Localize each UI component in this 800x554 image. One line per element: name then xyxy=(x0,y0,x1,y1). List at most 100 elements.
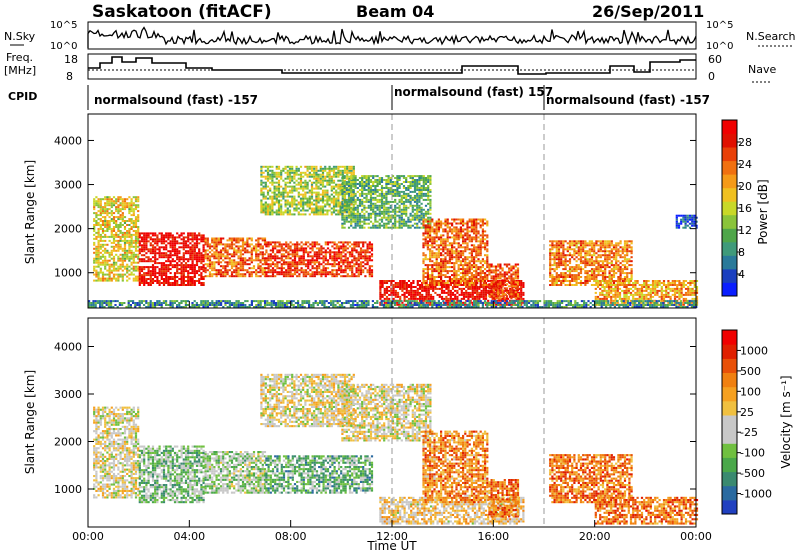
power-cell xyxy=(213,247,216,250)
power-cell xyxy=(143,250,146,253)
power-cell xyxy=(180,276,183,278)
power-cell xyxy=(462,228,465,231)
freq-unit-label: [MHz] xyxy=(4,64,36,77)
cpid-segment-1: normalsound (fast) -157 xyxy=(94,93,258,107)
power-cell xyxy=(187,258,190,261)
power-cell xyxy=(309,273,312,276)
power-cell xyxy=(228,237,231,240)
power-cell xyxy=(274,271,277,274)
power-cell xyxy=(309,251,312,254)
power-cell xyxy=(132,269,135,272)
power-cell xyxy=(154,242,157,245)
power-cell xyxy=(427,177,430,179)
power-cell xyxy=(189,248,192,251)
power-cell xyxy=(313,255,316,258)
power-cell xyxy=(326,175,329,178)
power-cell xyxy=(158,232,161,235)
power-cell xyxy=(380,202,384,205)
power-cell xyxy=(110,212,113,215)
power-cell xyxy=(448,266,451,269)
power-cell xyxy=(440,278,443,280)
power-cell xyxy=(366,263,369,266)
nsky-tick-bottom: 10^0 xyxy=(50,41,77,52)
power-cell xyxy=(121,206,124,209)
power-cell xyxy=(425,289,428,292)
power-cell xyxy=(134,222,138,224)
power-cell xyxy=(289,271,292,274)
power-cell xyxy=(278,273,281,276)
power-cell xyxy=(318,261,321,264)
power-cell xyxy=(437,236,440,239)
power-cell xyxy=(350,218,353,221)
power-cell xyxy=(410,289,413,292)
power-cell xyxy=(440,268,443,271)
power-cell xyxy=(433,230,436,233)
power-cell xyxy=(291,263,294,266)
power-cell xyxy=(237,245,240,248)
power-cell xyxy=(145,234,148,237)
power-cell xyxy=(335,257,338,260)
power-cell xyxy=(520,284,523,286)
power-cell xyxy=(466,284,469,286)
power-cell xyxy=(296,245,299,248)
power-cell xyxy=(189,284,192,286)
power-cell xyxy=(228,239,231,242)
power-cell xyxy=(154,280,157,282)
power-cell xyxy=(410,291,413,294)
power-cell xyxy=(264,195,267,198)
power-cell xyxy=(365,177,368,179)
power-cell xyxy=(359,271,363,274)
power-cell xyxy=(255,249,258,252)
power-cell xyxy=(143,246,146,249)
power-cell xyxy=(189,264,192,267)
power-cell xyxy=(385,175,388,178)
power-cell xyxy=(331,241,334,244)
power-cell xyxy=(372,190,375,193)
power-cell xyxy=(364,263,367,266)
power-cell xyxy=(286,169,289,172)
power-cell xyxy=(340,257,343,260)
power-cell xyxy=(356,204,359,207)
power-cell xyxy=(351,267,354,270)
power-cell xyxy=(293,197,296,200)
power-cell xyxy=(409,181,412,183)
power-cell xyxy=(448,226,451,229)
power-cell xyxy=(435,254,438,257)
power-cell xyxy=(346,175,349,178)
power-cell xyxy=(332,209,336,212)
power-cell xyxy=(320,269,323,272)
power-cell xyxy=(306,167,309,170)
power-cell xyxy=(339,191,342,194)
power-cell xyxy=(473,287,477,290)
power-cell xyxy=(333,253,336,256)
power-cell xyxy=(464,258,467,261)
power-cell xyxy=(392,280,395,282)
power-cell xyxy=(354,194,357,197)
power-cell xyxy=(427,212,430,215)
power-cell xyxy=(342,249,345,252)
power-cell xyxy=(115,220,118,222)
power-cell xyxy=(193,250,196,253)
power-cell xyxy=(321,179,325,182)
power-cell xyxy=(335,273,338,276)
power-cell xyxy=(191,260,194,263)
power-cell xyxy=(350,220,353,223)
power-cell xyxy=(440,248,443,251)
power-cell xyxy=(317,187,320,190)
power-cell xyxy=(180,282,183,284)
power-cell xyxy=(287,257,290,260)
power-cell xyxy=(437,218,440,221)
power-cell xyxy=(355,241,358,244)
power-cell xyxy=(97,277,100,280)
power-cell xyxy=(193,252,196,255)
power-cell xyxy=(171,264,174,267)
power-cell xyxy=(429,190,432,193)
power-cell xyxy=(132,255,135,258)
power-cell xyxy=(435,234,438,237)
power-cell xyxy=(117,267,120,270)
power-cell xyxy=(138,242,141,245)
power-cell xyxy=(339,173,342,176)
power-cell xyxy=(95,202,98,205)
power-cell xyxy=(451,228,454,231)
power-cell xyxy=(427,198,430,201)
